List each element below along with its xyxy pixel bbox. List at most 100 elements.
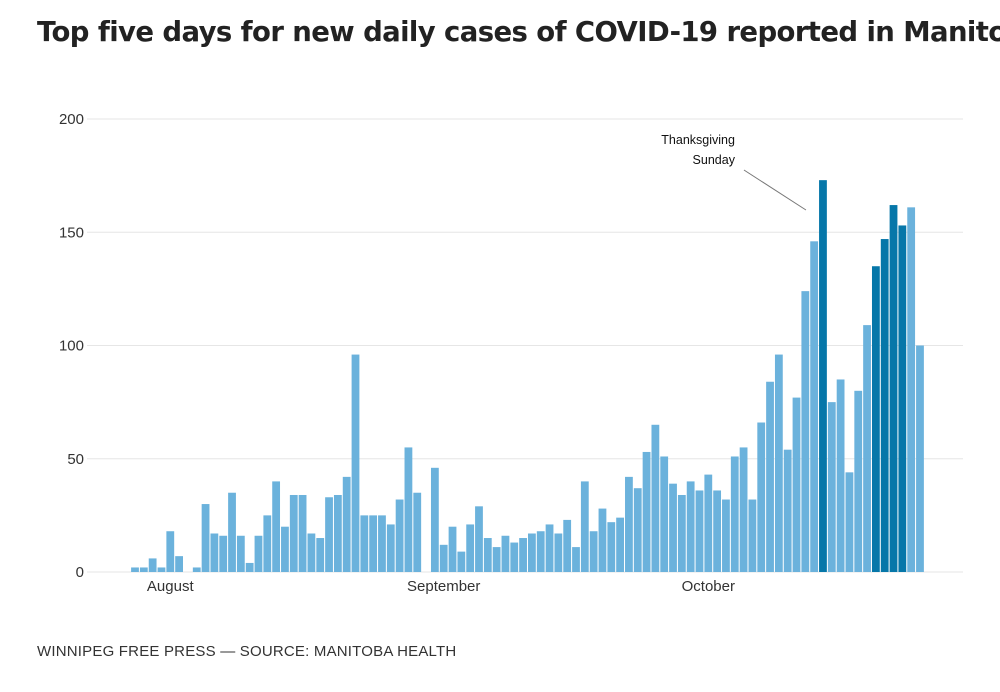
bar <box>572 547 580 572</box>
bar <box>528 533 536 572</box>
bar <box>616 517 624 572</box>
bar <box>166 531 175 572</box>
bar <box>898 225 907 572</box>
bar <box>201 504 210 572</box>
bar <box>298 494 307 572</box>
bar <box>845 472 854 572</box>
y-tick-label: 200 <box>59 111 84 128</box>
bar <box>854 390 863 572</box>
bar <box>704 474 713 572</box>
bar <box>307 533 316 572</box>
bar <box>774 354 783 572</box>
bar <box>739 447 748 572</box>
bar <box>483 538 492 572</box>
bar <box>792 397 801 572</box>
bar <box>510 542 519 572</box>
bar <box>730 456 739 572</box>
annotation-text: Thanksgiving <box>661 133 735 147</box>
bar <box>766 381 774 572</box>
bar <box>669 483 677 572</box>
bar <box>228 492 236 572</box>
bar <box>404 447 413 572</box>
x-tick-label: September <box>407 578 480 595</box>
bar <box>660 456 669 572</box>
bar <box>819 180 827 572</box>
y-tick-label: 0 <box>76 564 84 581</box>
bar <box>466 524 475 572</box>
bar <box>139 567 148 572</box>
bar <box>272 481 281 572</box>
bar <box>457 551 466 572</box>
bar <box>607 522 616 572</box>
bar <box>492 547 501 572</box>
bar <box>810 241 819 572</box>
bar <box>880 239 889 573</box>
bar <box>836 379 845 572</box>
bar <box>545 524 554 572</box>
bar <box>430 467 439 572</box>
bar <box>598 508 607 572</box>
bar <box>757 422 766 572</box>
bar <box>351 354 360 572</box>
bar <box>439 544 448 572</box>
bar <box>580 481 589 572</box>
source-credit: WINNIPEG FREE PRESS — SOURCE: MANITOBA H… <box>37 643 457 660</box>
bar <box>378 515 386 572</box>
bar <box>889 205 898 572</box>
bar <box>369 515 378 572</box>
bar <box>236 535 245 572</box>
bar <box>554 533 563 572</box>
bar <box>633 488 642 572</box>
bar <box>916 345 924 572</box>
bar <box>642 451 651 572</box>
bar <box>907 207 916 572</box>
bar <box>131 567 139 572</box>
bar <box>827 402 836 572</box>
bar <box>219 535 228 572</box>
bar <box>360 515 369 572</box>
bar <box>157 567 166 572</box>
bar <box>210 533 219 572</box>
y-tick-label: 50 <box>67 451 84 468</box>
bar <box>386 524 395 572</box>
bar <box>536 531 545 572</box>
bar <box>625 476 633 572</box>
bar <box>871 266 880 572</box>
bar <box>342 476 351 572</box>
bar <box>501 535 510 572</box>
bar <box>289 494 298 572</box>
bar <box>316 538 325 572</box>
bar <box>395 499 404 572</box>
y-tick-label: 100 <box>59 338 84 355</box>
bar <box>333 494 342 572</box>
bar <box>589 531 598 572</box>
chart-title: Top five days for new daily cases of COV… <box>37 16 1000 48</box>
bar <box>783 449 792 572</box>
bar <box>325 497 333 572</box>
bar <box>148 558 157 572</box>
bar <box>192 567 201 572</box>
x-tick-label: October <box>682 578 735 595</box>
y-tick-label: 150 <box>59 224 84 241</box>
bar <box>245 562 254 572</box>
bar <box>695 490 704 572</box>
bar <box>281 526 289 572</box>
bar <box>263 515 272 572</box>
bar <box>175 556 183 572</box>
bar <box>713 490 722 572</box>
bar <box>748 499 757 572</box>
bar <box>475 506 483 572</box>
bar <box>686 481 695 572</box>
bar <box>651 424 660 572</box>
bar <box>448 526 457 572</box>
bar <box>722 499 730 572</box>
bar <box>519 538 527 572</box>
bar <box>413 492 422 572</box>
bar <box>801 291 810 572</box>
bar <box>677 494 686 572</box>
annotation-leader-line <box>743 169 807 211</box>
bar <box>254 535 263 572</box>
bar <box>563 519 572 572</box>
x-tick-label: August <box>147 578 195 595</box>
